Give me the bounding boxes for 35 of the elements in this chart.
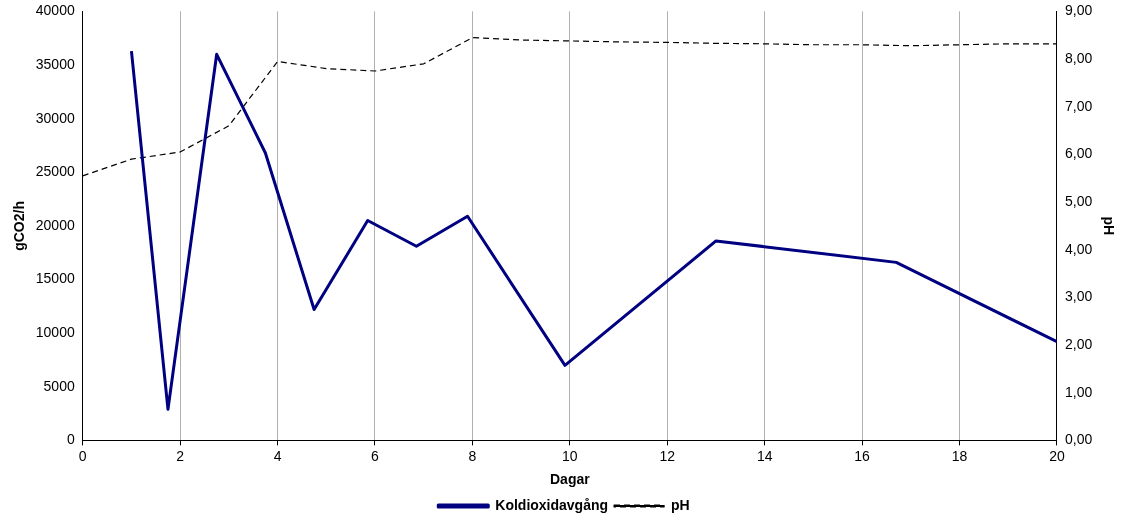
x-tick-label: 2: [176, 447, 185, 464]
y2-tick-label: 3,00: [1064, 288, 1093, 305]
y-tick-label: 35000: [35, 55, 75, 72]
y-tick-label: 20000: [35, 216, 75, 233]
y2-tick-label: 7,00: [1064, 97, 1093, 114]
x-tick-label: 14: [756, 447, 773, 464]
x-axis-title: Dagar: [550, 471, 591, 488]
y2-tick-label: 6,00: [1064, 145, 1093, 162]
x-tick-label: 12: [659, 447, 676, 464]
y-axis-title: gCO2/h: [11, 201, 28, 251]
y2-tick-label: 5,00: [1064, 192, 1093, 209]
x-tick-label: 6: [371, 447, 380, 464]
x-tick-label: 16: [854, 447, 871, 464]
legend-label: pH: [671, 496, 690, 513]
y2-axis-title: pH: [1100, 216, 1117, 236]
x-tick-label: 10: [562, 447, 578, 464]
y2-tick-label: 4,00: [1064, 240, 1093, 257]
y2-tick-label: 0,00: [1064, 431, 1093, 448]
x-tick-label: 20: [1049, 447, 1065, 464]
y-tick-label: 10000: [35, 324, 75, 341]
x-tick-label: 18: [951, 447, 968, 464]
y-tick-label: 25000: [35, 163, 75, 180]
x-tick-label: 0: [78, 447, 87, 464]
legend-label: Koldioxidavgång: [495, 496, 609, 513]
y2-tick-label: 9,00: [1064, 2, 1093, 19]
y2-tick-label: 8,00: [1064, 49, 1093, 66]
x-tick-label: 8: [468, 447, 477, 464]
y-tick-label: 40000: [35, 2, 75, 19]
y-tick-label: 0: [66, 431, 75, 448]
x-tick-label: 4: [273, 447, 282, 464]
y-tick-label: 30000: [35, 109, 75, 126]
y2-tick-label: 1,00: [1064, 383, 1093, 400]
y-tick-label: 5000: [43, 377, 75, 394]
y2-tick-label: 2,00: [1064, 335, 1093, 352]
y-tick-label: 15000: [35, 270, 75, 287]
